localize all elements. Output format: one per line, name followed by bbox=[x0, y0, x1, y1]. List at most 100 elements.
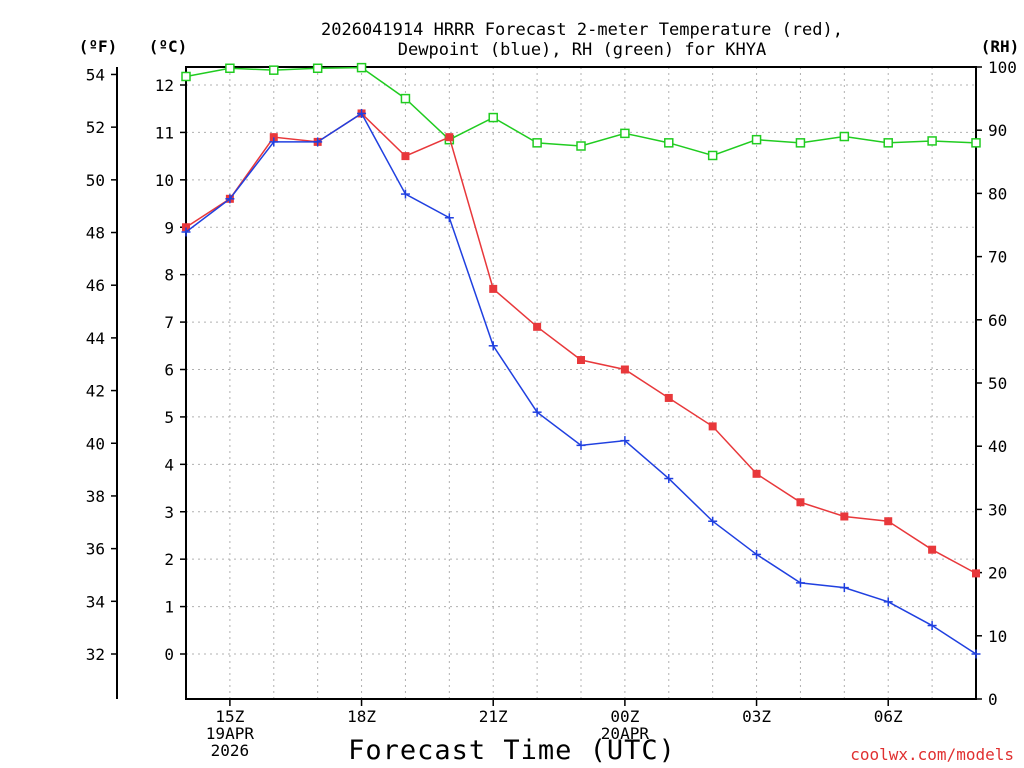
rh-point bbox=[795, 138, 806, 148]
rh-point bbox=[971, 138, 981, 148]
temperature-point bbox=[840, 512, 849, 521]
rh-tick-label: 40 bbox=[988, 437, 1007, 456]
celsius-tick-label: 12 bbox=[155, 76, 174, 95]
rh-point bbox=[620, 128, 630, 139]
rh-point bbox=[356, 62, 367, 73]
rh-tick-label: 10 bbox=[988, 627, 1007, 646]
dewpoint-point bbox=[839, 583, 849, 593]
dewpoint-point bbox=[883, 597, 893, 607]
plot-frame bbox=[185, 66, 977, 700]
celsius-tick-label: 3 bbox=[164, 503, 174, 522]
temperature-point bbox=[182, 223, 190, 232]
rh-point bbox=[400, 93, 411, 104]
rh-point bbox=[488, 112, 498, 123]
title-line-1: 2026041914 HRRR Forecast 2-meter Tempera… bbox=[321, 20, 843, 40]
dewpoint-point bbox=[664, 474, 674, 484]
rh-point bbox=[225, 63, 235, 74]
temperature-point bbox=[972, 569, 980, 578]
rh-point bbox=[883, 138, 893, 148]
celsius-tick-label: 5 bbox=[164, 408, 174, 427]
celsius-tick-label: 8 bbox=[164, 266, 174, 285]
x-tick-label: 18Z bbox=[347, 707, 376, 726]
dewpoint-point bbox=[576, 440, 586, 450]
x-tick-label: 21Z bbox=[479, 707, 508, 726]
temperature-point bbox=[708, 422, 717, 431]
dewpoint-point bbox=[752, 549, 762, 559]
axes: 3234363840424446485052540123456789101112… bbox=[86, 58, 1017, 760]
rh-point bbox=[312, 63, 323, 74]
fahrenheit-tick-label: 52 bbox=[86, 118, 105, 137]
rh-tick-label: 30 bbox=[988, 500, 1007, 519]
rh-point bbox=[576, 141, 586, 151]
rh-point bbox=[839, 131, 850, 142]
dewpoint-point bbox=[488, 341, 498, 351]
series-layer bbox=[181, 62, 981, 659]
rh-tick-label: 60 bbox=[988, 311, 1007, 330]
x-tick-label: 00Z bbox=[610, 707, 639, 726]
temperature-point bbox=[401, 152, 410, 161]
rh-tick-label: 50 bbox=[988, 374, 1007, 393]
fahrenheit-tick-label: 44 bbox=[86, 329, 105, 348]
celsius-tick-label: 6 bbox=[164, 361, 174, 380]
celsius-tick-label: 11 bbox=[155, 123, 174, 142]
temperature-point bbox=[796, 498, 805, 507]
fahrenheit-tick-label: 34 bbox=[86, 592, 105, 611]
dewpoint-point bbox=[620, 436, 630, 446]
rh-tick-label: 70 bbox=[988, 248, 1007, 267]
temperature-point bbox=[620, 365, 629, 374]
x-tick-label: 03Z bbox=[742, 707, 771, 726]
dewpoint-point bbox=[225, 194, 235, 204]
rh-point bbox=[532, 138, 542, 148]
temperature-point bbox=[884, 517, 893, 526]
x-tick-label: 19APR bbox=[206, 724, 255, 743]
dewpoint-point bbox=[400, 189, 410, 199]
rh-tick-label: 20 bbox=[988, 564, 1007, 583]
rh-point bbox=[751, 134, 762, 145]
fahrenheit-unit-label: (ºF) bbox=[79, 37, 118, 56]
gridlines bbox=[186, 67, 976, 699]
fahrenheit-tick-label: 32 bbox=[86, 645, 105, 664]
rh-tick-label: 80 bbox=[988, 184, 1007, 203]
celsius-tick-label: 7 bbox=[164, 313, 174, 332]
fahrenheit-tick-label: 36 bbox=[86, 540, 105, 559]
fahrenheit-tick-label: 40 bbox=[86, 434, 105, 453]
x-tick-label: 06Z bbox=[874, 707, 903, 726]
dewpoint-point bbox=[269, 137, 279, 147]
fahrenheit-tick-label: 42 bbox=[86, 382, 105, 401]
celsius-tick-label: 0 bbox=[164, 645, 174, 664]
rh-point bbox=[181, 71, 191, 82]
fahrenheit-tick-label: 50 bbox=[86, 171, 105, 190]
temperature-point bbox=[533, 322, 542, 331]
temperature-point bbox=[577, 356, 585, 365]
x-tick-label: 15Z bbox=[215, 707, 244, 726]
fahrenheit-tick-label: 54 bbox=[86, 65, 105, 84]
dewpoint-point bbox=[795, 578, 805, 588]
celsius-tick-label: 1 bbox=[164, 598, 174, 617]
celsius-unit-label: (ºC) bbox=[149, 37, 188, 56]
rh-point bbox=[269, 65, 279, 75]
temperature-point bbox=[445, 133, 454, 142]
rh-tick-label: 90 bbox=[988, 121, 1007, 140]
fahrenheit-tick-label: 46 bbox=[86, 276, 105, 295]
temperature-point bbox=[664, 393, 673, 402]
celsius-tick-label: 2 bbox=[164, 550, 174, 569]
dewpoint-point bbox=[444, 213, 454, 223]
credit-label: coolwx.com/models bbox=[850, 745, 1014, 764]
dewpoint-point bbox=[708, 516, 718, 526]
temperature-point bbox=[489, 284, 498, 293]
celsius-tick-label: 10 bbox=[155, 171, 174, 190]
celsius-tick-label: 4 bbox=[164, 455, 174, 474]
dewpoint-point bbox=[357, 108, 367, 118]
rh-unit-label: (RH) bbox=[981, 37, 1020, 56]
x-tick-label: 20APR bbox=[601, 724, 650, 743]
rh-tick-label: 0 bbox=[988, 690, 998, 709]
rh-tick-label: 100 bbox=[988, 58, 1017, 77]
temperature-point bbox=[752, 469, 761, 478]
x-tick-label: 2026 bbox=[211, 741, 250, 760]
dewpoint-point bbox=[971, 649, 981, 659]
celsius-tick-label: 9 bbox=[164, 218, 174, 237]
rh-point bbox=[927, 136, 937, 146]
fahrenheit-tick-label: 48 bbox=[86, 224, 105, 243]
rh-point bbox=[664, 138, 674, 148]
fahrenheit-tick-label: 38 bbox=[86, 487, 105, 506]
